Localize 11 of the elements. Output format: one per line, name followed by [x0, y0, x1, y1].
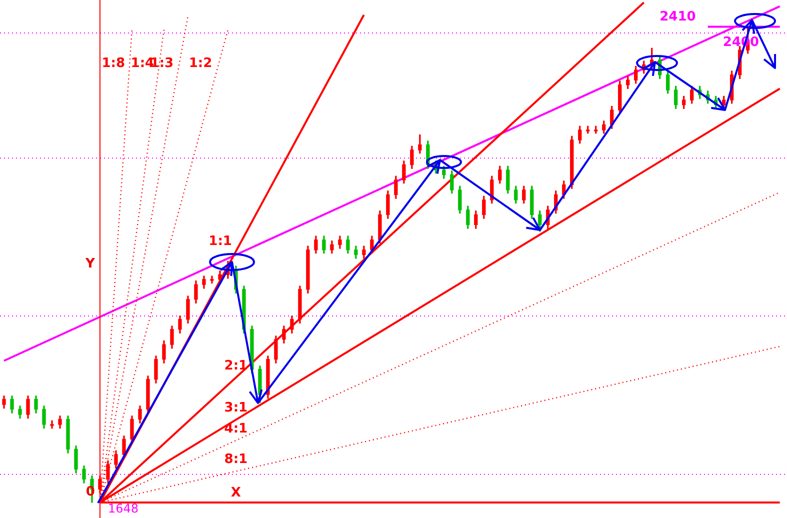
series-label: X — [230, 485, 241, 500]
series-label: 1:4 — [130, 56, 154, 72]
annotation: 1648 — [108, 502, 139, 516]
annotation: Y — [84, 256, 96, 272]
series-label: 1:2 — [188, 56, 212, 72]
series-label: 8:1 — [224, 452, 248, 468]
series-label: 1:8 — [102, 56, 126, 72]
series-label: 3:1 — [224, 400, 248, 416]
series-label: 1:1 — [208, 234, 232, 250]
series-label: 2410 — [660, 10, 696, 25]
series-label: 2:1 — [224, 358, 248, 374]
